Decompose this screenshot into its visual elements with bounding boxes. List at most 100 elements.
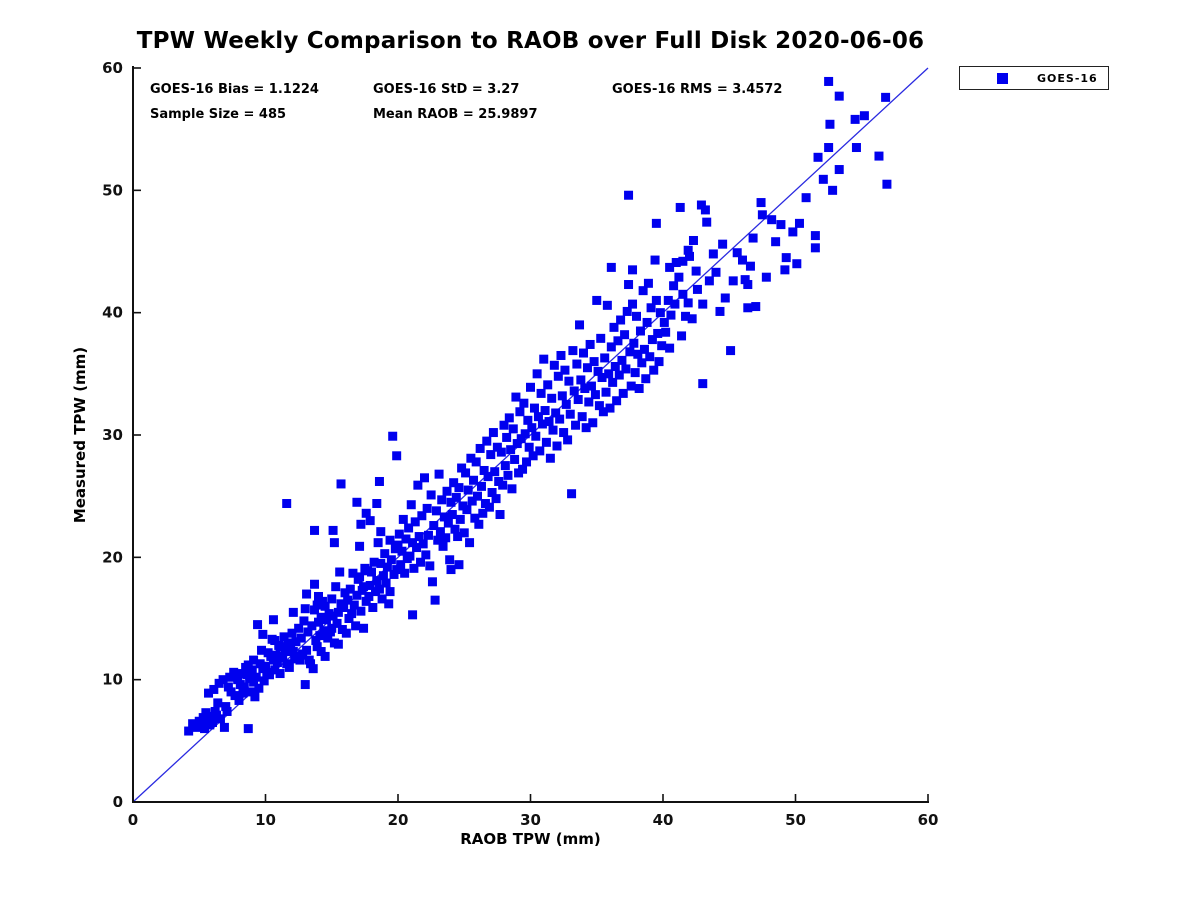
scatter-point xyxy=(333,639,343,649)
scatter-point xyxy=(628,265,638,275)
scatter-point xyxy=(704,276,714,286)
scatter-point xyxy=(320,651,330,661)
scatter-point xyxy=(261,661,270,671)
scatter-point xyxy=(218,675,228,685)
scatter-point xyxy=(745,261,755,271)
scatter-point xyxy=(539,354,549,364)
scatter-point xyxy=(484,502,494,512)
scatter-point xyxy=(678,256,688,266)
scatter-point xyxy=(257,645,267,655)
scatter-point xyxy=(728,276,738,286)
x-tick-label: 50 xyxy=(785,811,806,829)
scatter-point xyxy=(287,628,297,638)
scatter-point xyxy=(487,487,497,497)
scatter-point xyxy=(608,377,618,387)
scatter-point xyxy=(233,675,243,685)
scatter-point xyxy=(582,363,592,373)
scatter-point xyxy=(503,470,513,480)
scatter-point xyxy=(781,253,791,263)
scatter-point xyxy=(564,376,574,386)
scatter-point xyxy=(653,328,663,338)
scatter-point xyxy=(606,262,616,272)
scatter-point xyxy=(726,346,736,356)
scatter-point xyxy=(439,512,449,522)
scatter-point xyxy=(666,310,676,320)
scatter-point xyxy=(532,369,542,379)
scatter-point xyxy=(617,355,627,365)
scatter-point xyxy=(732,248,742,258)
scatter-point xyxy=(433,535,443,545)
scatter-point xyxy=(708,249,718,259)
scatter-point xyxy=(314,591,323,601)
scatter-point xyxy=(650,255,660,265)
scatter-point xyxy=(540,406,550,416)
scatter-point xyxy=(271,650,281,660)
y-tick-label: 40 xyxy=(102,304,123,322)
scatter-point xyxy=(651,295,661,305)
scatter-point xyxy=(280,647,290,657)
scatter-point xyxy=(413,480,423,490)
scatter-point xyxy=(249,655,259,665)
scatter-point xyxy=(645,352,655,362)
scatter-point xyxy=(674,272,684,282)
scatter-point xyxy=(577,412,587,422)
scatter-point xyxy=(683,245,693,255)
scatter-point xyxy=(335,567,345,577)
scatter-point xyxy=(492,442,502,452)
scatter-point xyxy=(279,632,289,642)
scatter-point xyxy=(421,550,431,560)
legend-label: GOES-16 xyxy=(1037,71,1098,85)
scatter-point xyxy=(422,503,432,513)
scatter-point xyxy=(243,724,253,734)
scatter-point xyxy=(561,399,571,409)
scatter-point xyxy=(327,623,337,633)
scatter-point xyxy=(486,450,496,460)
scatter-point xyxy=(549,360,559,370)
scatter-point xyxy=(572,359,582,369)
scatter-point xyxy=(569,386,579,396)
scatter-point xyxy=(414,532,424,542)
scatter-point xyxy=(496,447,506,457)
scatter-point xyxy=(552,441,562,451)
stat-rms: GOES-16 RMS = 3.4572 xyxy=(612,82,783,97)
scatter-point xyxy=(825,119,835,129)
scatter-point xyxy=(632,311,641,321)
scatter-point xyxy=(347,609,357,619)
scatter-point xyxy=(504,413,514,423)
scatter-point xyxy=(475,443,485,453)
scatter-point xyxy=(609,322,619,332)
scatter-point xyxy=(355,541,365,551)
scatter-point xyxy=(331,582,341,592)
scatter-point xyxy=(454,483,464,493)
scatter-point xyxy=(711,267,721,277)
scatter-point xyxy=(634,384,644,394)
scatter-point xyxy=(372,576,382,586)
scatter-point xyxy=(612,396,622,406)
scatter-point xyxy=(364,591,374,601)
scatter-point xyxy=(319,626,329,636)
scatter-point xyxy=(200,724,210,734)
scatter-point xyxy=(328,525,338,535)
scatter-point xyxy=(529,403,539,413)
y-tick-label: 10 xyxy=(102,671,123,689)
scatter-point xyxy=(454,560,464,570)
scatter-point xyxy=(340,588,350,598)
scatter-point xyxy=(344,614,354,623)
scatter-point xyxy=(646,303,656,313)
scatter-point xyxy=(238,688,248,698)
scatter-point xyxy=(594,401,604,411)
scatter-point xyxy=(361,508,371,518)
stat-std: GOES-16 StD = 3.27 xyxy=(373,82,520,97)
scatter-point xyxy=(518,464,528,474)
scatter-point xyxy=(629,338,639,348)
scatter-point xyxy=(278,653,288,663)
scatter-point xyxy=(386,555,396,565)
stat-mean-raob: Mean RAOB = 25.9897 xyxy=(373,107,538,122)
scatter-point xyxy=(685,251,694,261)
scatter-point xyxy=(643,278,653,288)
scatter-point xyxy=(341,628,351,638)
scatter-point xyxy=(560,365,570,375)
scatter-point xyxy=(221,702,231,712)
scatter-point xyxy=(355,572,365,582)
